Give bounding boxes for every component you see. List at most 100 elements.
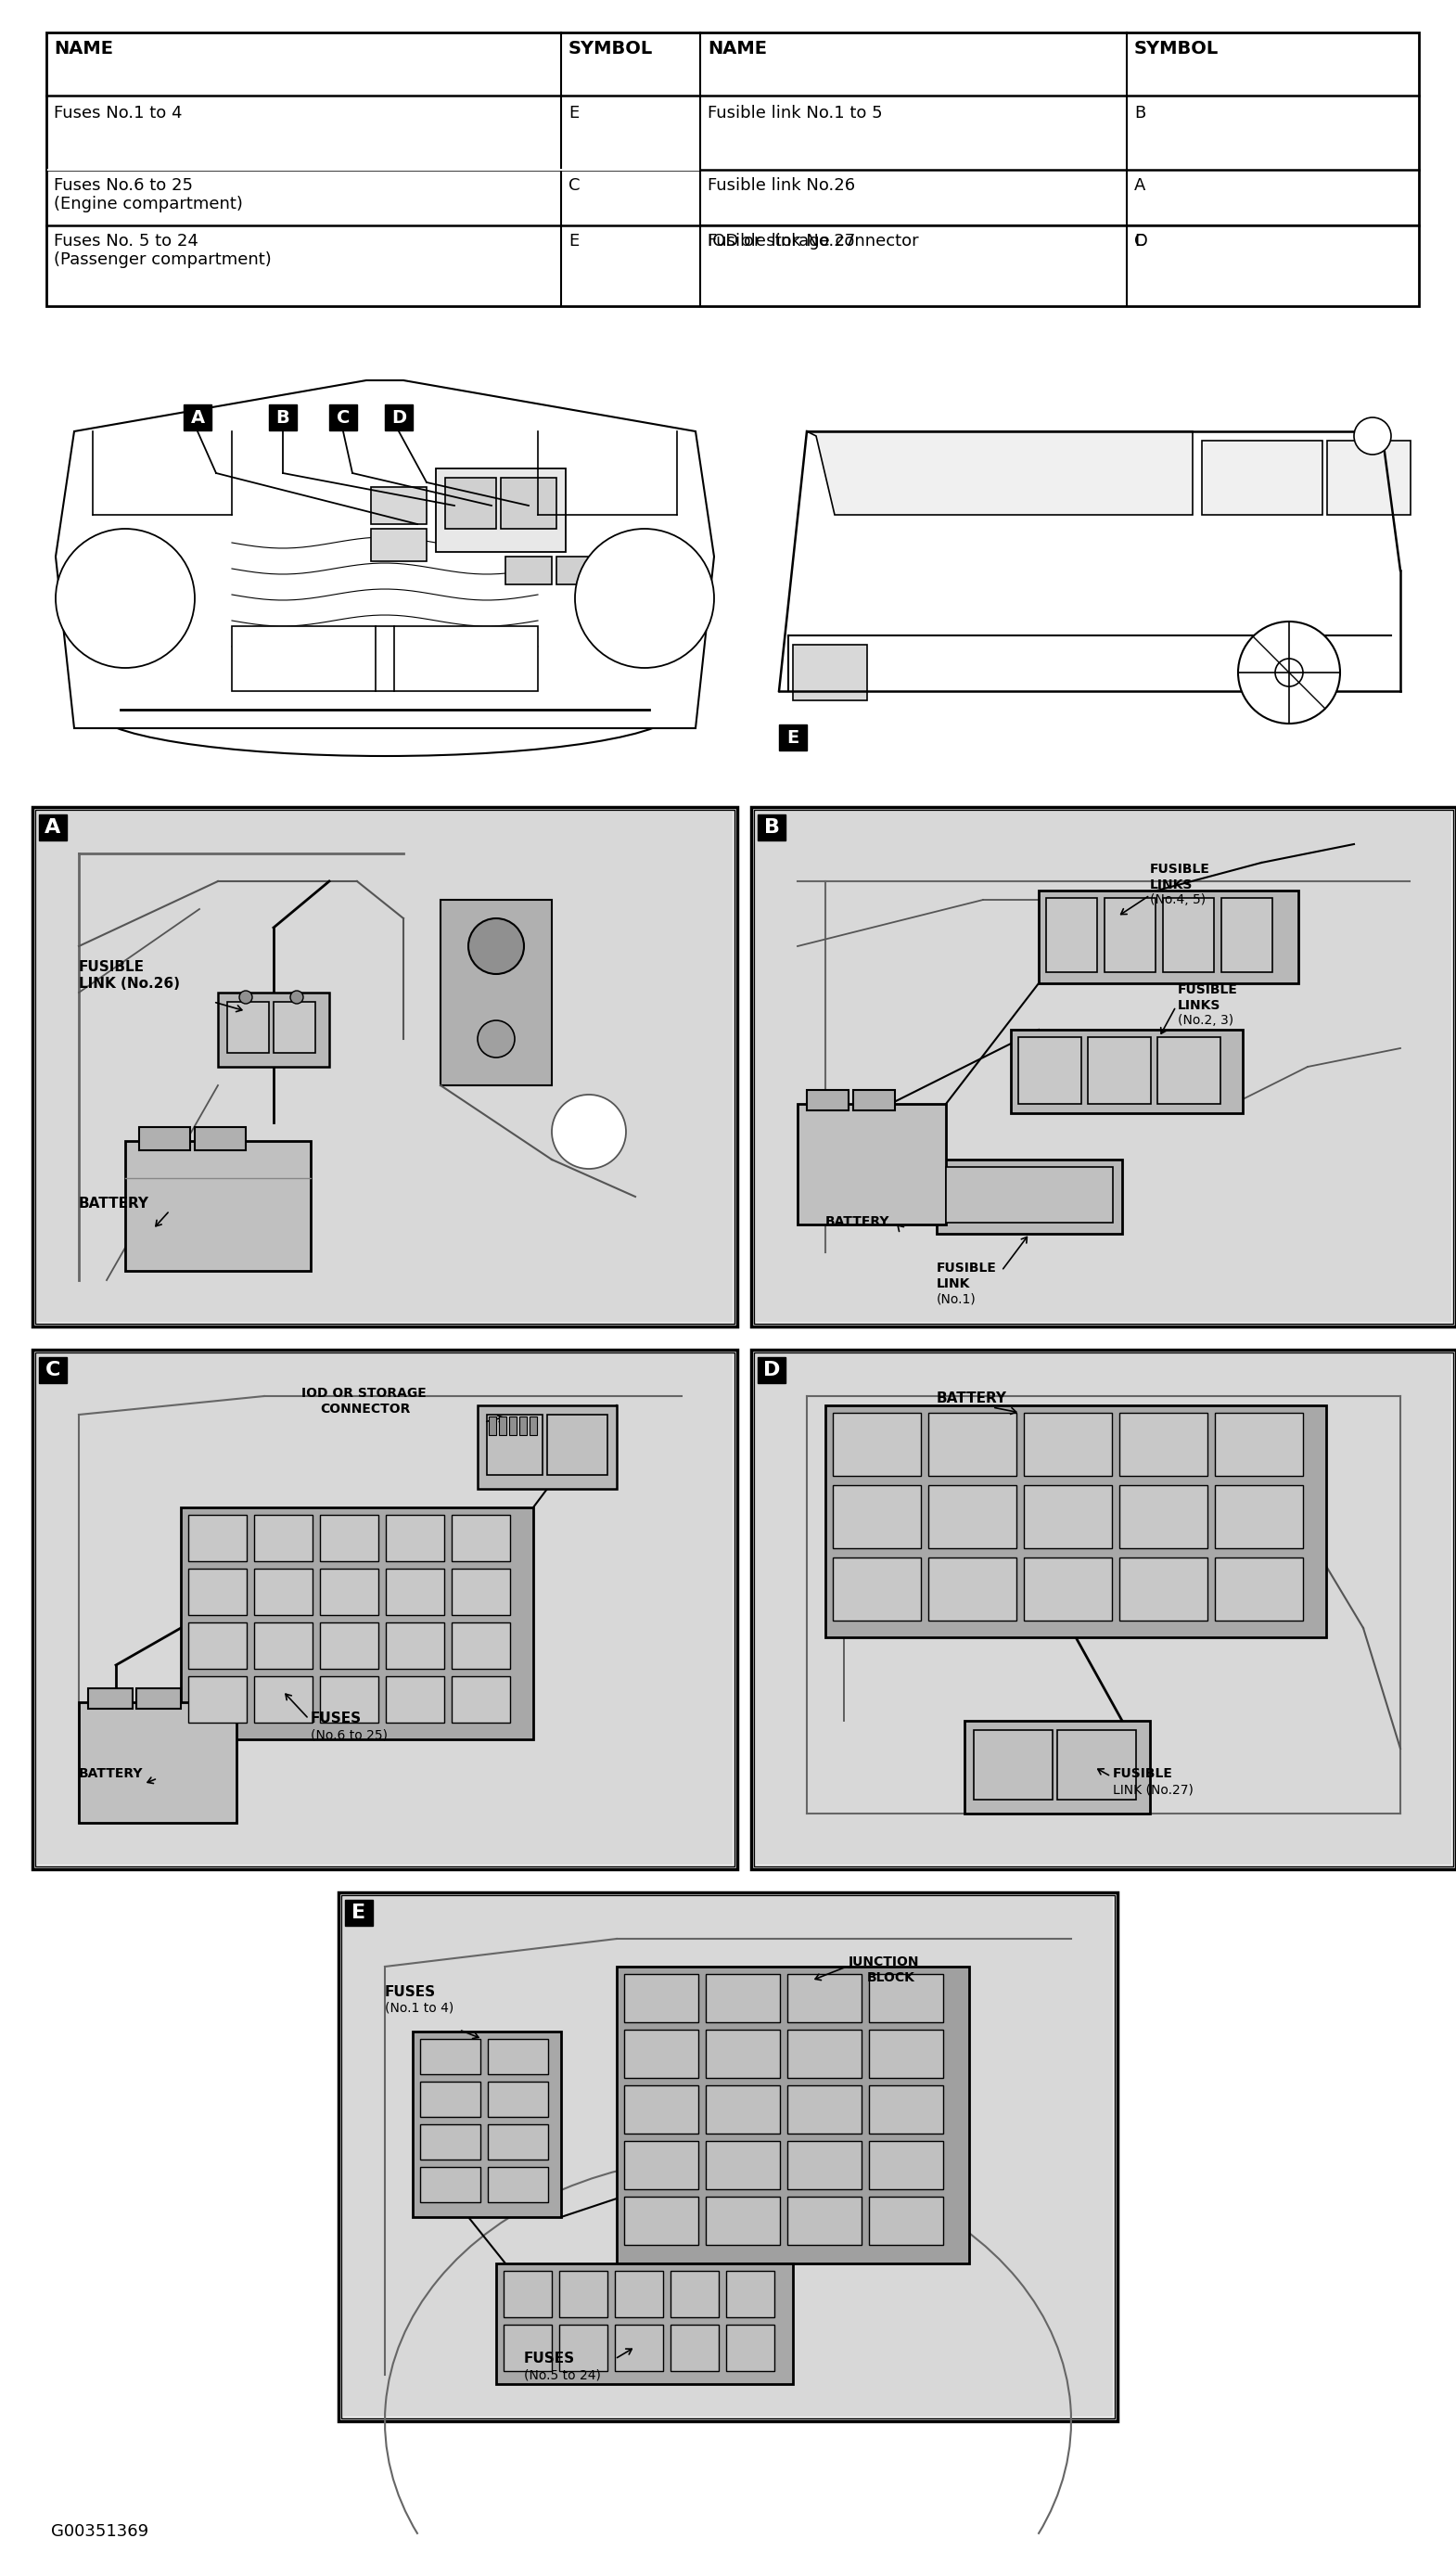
Text: (No.1 to 4): (No.1 to 4) [384,2002,454,2015]
Bar [1010,1031,1243,1113]
Bar [140,1128,191,1151]
Bar [625,2141,699,2190]
Bar [1222,897,1273,972]
Bar [754,1351,1453,1867]
Text: IOD or storage connector: IOD or storage connector [708,233,919,249]
Bar [1214,1556,1303,1620]
Bar [1105,897,1156,972]
Bar [614,2272,662,2318]
Bar [320,1677,379,1723]
Text: Fusible link No.1 to 5: Fusible link No.1 to 5 [708,105,882,121]
Bar [1120,1556,1207,1620]
Bar [218,992,329,1067]
Bar [706,2141,780,2190]
Bar [706,2085,780,2133]
Bar [1163,897,1214,972]
Bar [195,1128,246,1151]
Bar [706,2031,780,2077]
Bar [345,1900,373,1926]
Text: SYMBOL: SYMBOL [1134,41,1219,56]
Text: Fusible link No.26: Fusible link No.26 [708,177,855,195]
Text: FUSIBLE: FUSIBLE [1150,862,1210,877]
Bar [412,2031,561,2218]
Circle shape [1238,620,1340,723]
Bar [386,1623,444,1669]
Bar [788,2141,862,2190]
Bar [946,1167,1112,1223]
Circle shape [239,990,252,1003]
Bar [1158,1036,1220,1105]
Bar [727,2272,775,2318]
Bar [869,2085,943,2133]
Bar [1024,1485,1112,1549]
Bar [125,1141,310,1272]
Text: (No.6 to 25): (No.6 to 25) [310,1728,387,1741]
Bar [559,2272,607,2318]
Bar [1120,1485,1207,1549]
Text: FUSES: FUSES [310,1713,361,1726]
Text: LINKS: LINKS [1150,879,1192,892]
Text: B: B [1134,105,1146,121]
Bar [344,1897,1112,2415]
Text: C: C [1134,233,1146,249]
Text: D: D [763,1361,780,1379]
Bar [869,2197,943,2246]
Bar [478,1405,617,1490]
Bar [671,2272,719,2318]
Text: BLOCK: BLOCK [868,1972,916,1985]
Bar [530,1415,537,1436]
Text: FUSES: FUSES [524,2351,575,2367]
Circle shape [55,528,195,667]
Bar [255,1677,313,1723]
Text: (No.2, 3): (No.2, 3) [1178,1013,1233,1028]
Text: (Passenger compartment): (Passenger compartment) [54,251,271,269]
Text: (No.1): (No.1) [936,1292,977,1305]
Bar [869,2031,943,2077]
Bar [451,1623,510,1669]
Text: BATTERY: BATTERY [936,1392,1008,1405]
Bar [974,1731,1053,1800]
Bar [788,2197,862,2246]
Bar [504,2326,552,2372]
Text: FUSES: FUSES [384,1985,435,2000]
Bar [89,1687,132,1708]
Bar [39,815,67,841]
Bar [794,644,868,700]
Circle shape [1275,659,1303,687]
Bar [227,1003,269,1054]
Bar [488,2038,547,2074]
Bar [757,1356,785,1382]
Circle shape [552,1095,626,1169]
Bar [488,2126,547,2159]
Bar [386,1569,444,1615]
Bar [137,1687,181,1708]
Bar [188,1677,246,1723]
Bar [1088,1036,1150,1105]
Bar [559,2326,607,2372]
Bar [929,1485,1016,1549]
Bar [496,2264,794,2385]
Bar [833,1413,920,1477]
Text: E: E [352,1902,365,1923]
Bar [421,2126,480,2159]
Bar [421,2082,480,2118]
Bar [320,1515,379,1561]
Text: D: D [1134,233,1147,249]
Bar [255,1569,313,1615]
Bar [617,1967,970,2264]
Polygon shape [55,379,713,728]
Bar [833,1556,920,1620]
Bar [625,2085,699,2133]
Bar [1326,441,1411,515]
Bar [255,1515,313,1561]
Text: FUSIBLE: FUSIBLE [79,959,144,974]
Bar [964,1720,1150,1813]
Bar [869,2141,943,2190]
Bar [510,1415,517,1436]
Text: (No.5 to 24): (No.5 to 24) [524,2369,601,2382]
Bar [929,1556,1016,1620]
Bar [232,626,537,692]
Bar [371,487,427,523]
Bar [1038,890,1299,985]
Bar [751,1349,1456,1869]
